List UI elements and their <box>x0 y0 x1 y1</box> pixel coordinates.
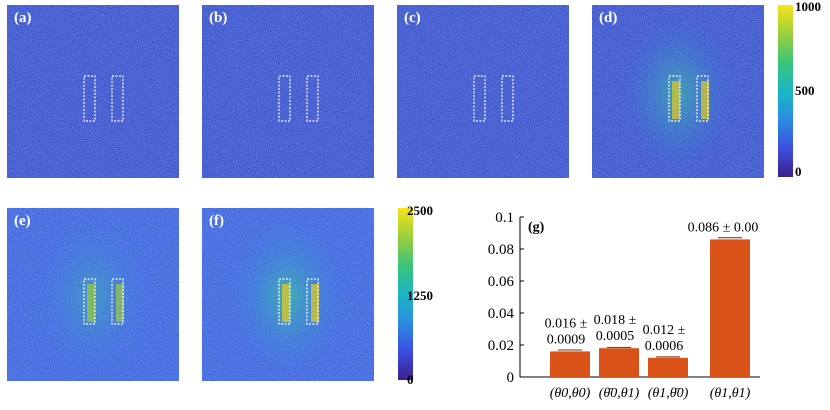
panel-label-e: (e) <box>14 213 31 229</box>
category-label-4: (θ1,θ1) <box>710 386 751 401</box>
slit-signal-2 <box>701 81 709 119</box>
slit-outline-right <box>306 278 319 325</box>
colorbar-top <box>778 5 793 177</box>
bar-3 <box>648 357 688 377</box>
bar-error-label-1: 0.0009 <box>547 332 586 347</box>
heatmap-b <box>202 5 374 178</box>
slit-signal-1 <box>87 284 95 322</box>
colorbar-fill <box>398 208 413 380</box>
slit-outline-right <box>306 75 319 122</box>
colorbar-top-tick-mid: 500 <box>795 83 815 98</box>
slit-signal-1 <box>282 284 290 322</box>
bar-chart-g: 0 0.02 0.04 0.06 0.08 0.1 (g) 0.016 ±0.0009 (θ0,… <box>488 210 760 401</box>
heatmap-f <box>202 208 374 381</box>
category-label-3: (θ1,θ̄0) <box>648 386 689 401</box>
category-label-1: (θ0,θ0) <box>550 386 591 401</box>
category-label-2: (θ̄0,θ1) <box>599 386 640 401</box>
slit-outline-left <box>278 278 291 325</box>
y-tick-label: 0.02 <box>488 338 514 354</box>
heatmap-noise <box>202 5 374 178</box>
panel-c: (c) <box>397 5 569 178</box>
panel-label-g: (g) <box>528 220 545 235</box>
bar-1 <box>550 351 590 377</box>
colorbar-top-gradient <box>778 5 793 177</box>
bar-value-label-1: 0.016 ± <box>545 316 588 331</box>
heatmap-e <box>7 208 179 381</box>
colorbar-top-tick-max: 1000 <box>795 0 821 14</box>
y-tick-label: 0.08 <box>488 242 514 258</box>
y-tick-label: 0.06 <box>488 274 515 290</box>
slit-outline-left <box>668 75 681 122</box>
panel-label-d: (d) <box>599 10 618 26</box>
slit-signal-1 <box>672 81 680 119</box>
colorbar-bottom <box>398 208 413 380</box>
heatmap-a <box>7 5 179 178</box>
panel-label-c: (c) <box>404 10 421 26</box>
y-tick-label: 0.04 <box>488 306 515 322</box>
heatmap-d <box>592 5 764 178</box>
bar-4 <box>710 239 750 377</box>
y-tick-label: 0.1 <box>495 210 514 226</box>
colorbar-bottom-tick-min: 0 <box>407 372 414 387</box>
slit-outline-left <box>83 278 96 325</box>
panel-label-b: (b) <box>209 10 228 26</box>
colorbar-bottom-tick-mid: 1250 <box>407 288 433 303</box>
colorbar-fill <box>778 5 793 177</box>
bar-value-label-4: 0.086 ± 0.0010 <box>688 220 760 235</box>
slit-outline-right <box>501 75 514 122</box>
bar-2 <box>599 348 639 377</box>
bar-value-label-3: 0.012 ± <box>643 323 686 338</box>
panel-e: (e) <box>7 208 179 381</box>
panel-d: (d) <box>592 5 764 178</box>
slit-outline-right <box>111 75 124 122</box>
slit-signal-2 <box>116 284 124 322</box>
colorbar-top-tick-min: 0 <box>795 164 802 179</box>
panel-f: (f) <box>202 208 374 381</box>
y-tick-label: 0 <box>507 370 515 386</box>
slit-outline-right <box>696 75 709 122</box>
heatmap-noise <box>7 5 179 178</box>
slit-outline-left <box>278 75 291 122</box>
colorbar-bottom-tick-max: 2500 <box>407 203 433 218</box>
heatmap-noise <box>397 5 569 178</box>
slit-outline-right <box>111 278 124 325</box>
slit-outline-left <box>473 75 486 122</box>
bar-error-label-2: 0.0005 <box>596 329 635 344</box>
heatmap-c <box>397 5 569 178</box>
slit-signal-2 <box>311 284 319 322</box>
panel-label-a: (a) <box>14 10 32 26</box>
bar-value-label-2: 0.018 ± <box>594 313 637 328</box>
slit-outline-left <box>83 75 96 122</box>
colorbar-bottom-gradient <box>398 208 413 380</box>
panel-a: (a) <box>7 5 179 178</box>
panel-label-f: (f) <box>209 213 224 229</box>
panel-b: (b) <box>202 5 374 178</box>
bar-error-label-3: 0.0006 <box>645 339 684 354</box>
